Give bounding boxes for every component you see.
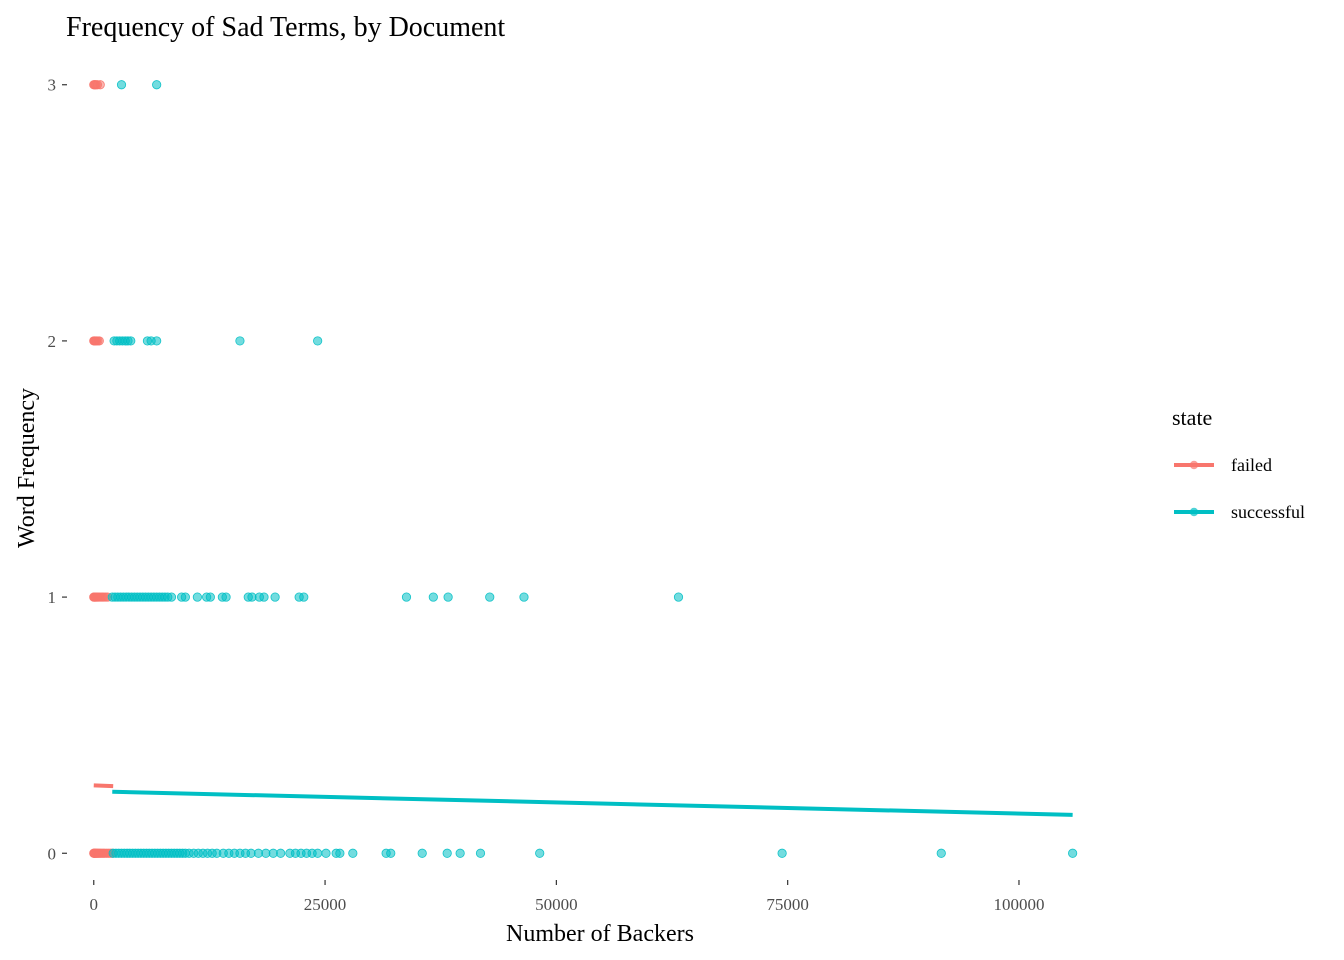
point-successful bbox=[299, 592, 309, 602]
y-tick-label: 2 bbox=[48, 332, 57, 351]
point-successful bbox=[442, 848, 452, 858]
point-successful bbox=[313, 848, 323, 858]
point-successful bbox=[386, 848, 396, 858]
point-successful bbox=[221, 592, 231, 602]
x-tick-label: 0 bbox=[90, 895, 99, 914]
legend-items: failed successful bbox=[1174, 455, 1305, 522]
point-successful bbox=[235, 336, 245, 346]
trend-line-failed bbox=[93, 783, 114, 789]
y-tick-label: 0 bbox=[48, 844, 57, 863]
series-failed-points bbox=[89, 80, 117, 858]
point-successful bbox=[673, 592, 684, 602]
point-successful bbox=[205, 592, 215, 602]
point-successful bbox=[126, 336, 136, 346]
point-successful bbox=[335, 848, 345, 858]
point-successful bbox=[192, 592, 202, 602]
x-tick-label: 25000 bbox=[304, 895, 347, 914]
x-tick-label: 50000 bbox=[535, 895, 578, 914]
legend-label: successful bbox=[1231, 502, 1305, 522]
point-successful bbox=[276, 848, 286, 858]
point-successful bbox=[270, 592, 280, 602]
y-axis: 0 1 2 3 bbox=[48, 76, 67, 863]
point-successful bbox=[313, 336, 323, 346]
series-successful-points bbox=[107, 80, 1078, 858]
point-successful bbox=[519, 592, 529, 602]
point-successful bbox=[535, 848, 545, 858]
point-successful bbox=[417, 848, 427, 858]
point-successful bbox=[259, 592, 269, 602]
point-successful bbox=[180, 592, 190, 602]
legend-key-point bbox=[1189, 507, 1199, 517]
point-successful bbox=[777, 848, 787, 858]
x-tick-label: 75000 bbox=[766, 895, 809, 914]
point-successful bbox=[428, 592, 438, 602]
legend-item-successful: successful bbox=[1174, 502, 1305, 522]
x-axis: 0 25000 50000 75000 100000 bbox=[90, 880, 1044, 914]
point-successful bbox=[1068, 848, 1078, 858]
point-successful bbox=[348, 848, 358, 858]
point-successful bbox=[455, 848, 465, 858]
point-successful bbox=[936, 848, 946, 858]
point-successful bbox=[443, 592, 453, 602]
point-successful bbox=[116, 80, 127, 90]
point-successful bbox=[485, 592, 495, 602]
point-successful bbox=[152, 336, 162, 346]
point-successful bbox=[475, 848, 486, 858]
legend-title: state bbox=[1172, 405, 1212, 430]
trend-lines bbox=[93, 783, 1073, 817]
legend-item-failed: failed bbox=[1174, 455, 1272, 475]
point-failed bbox=[94, 336, 104, 346]
y-tick-label: 3 bbox=[48, 76, 57, 95]
legend-label: failed bbox=[1231, 455, 1272, 475]
data-points bbox=[89, 80, 1078, 858]
legend-key-point bbox=[1189, 460, 1199, 470]
point-successful bbox=[321, 848, 331, 858]
x-tick-label: 100000 bbox=[993, 895, 1044, 914]
y-tick-label: 1 bbox=[48, 588, 57, 607]
trend-line-successful bbox=[112, 789, 1073, 817]
point-failed bbox=[95, 80, 105, 90]
x-axis-title: Number of Backers bbox=[506, 921, 694, 947]
point-successful bbox=[166, 592, 177, 602]
legend: state failed successful bbox=[1172, 405, 1305, 522]
point-successful bbox=[401, 592, 412, 602]
point-successful bbox=[152, 80, 162, 90]
chart-title: Frequency of Sad Terms, by Document bbox=[66, 12, 505, 43]
y-axis-title: Word Frequency bbox=[14, 388, 40, 548]
